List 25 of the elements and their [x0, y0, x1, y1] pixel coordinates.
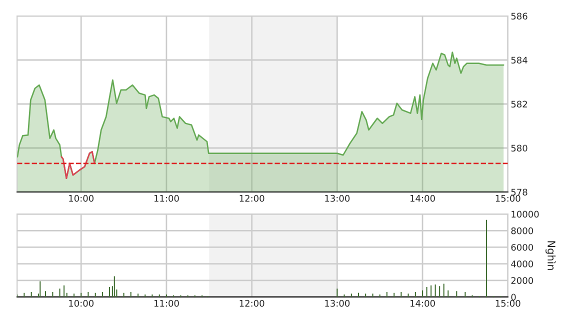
x-tick-label: 15:00 — [496, 194, 520, 202]
x-tick-label: 14:00 — [410, 300, 435, 307]
y-tick-label: 8000 — [511, 227, 534, 234]
x-tick-label: 10:00 — [69, 194, 94, 202]
x-tick-label: 11:00 — [154, 194, 179, 202]
y-tick-label: 4000 — [511, 260, 534, 268]
x-tick-label: 13:00 — [325, 300, 350, 307]
x-tick-label: 13:00 — [325, 194, 350, 202]
x-tick-label: 12:00 — [240, 194, 264, 202]
x-tick-label: 11:00 — [154, 300, 179, 307]
y-tick-label: 586 — [511, 12, 528, 20]
y-tick-label: 0 — [511, 294, 516, 301]
y-tick-label: 578 — [511, 188, 528, 196]
y-tick-label: 580 — [511, 144, 528, 152]
y-tick-label: 584 — [511, 56, 528, 64]
x-tick-label: 12:00 — [240, 300, 264, 307]
line-series — [60, 151, 96, 180]
y-tick-label: 582 — [511, 100, 527, 108]
y-axis-title: Nghìn — [546, 241, 556, 270]
x-tick-label: 14:00 — [410, 194, 435, 202]
y-tick-label: 2000 — [511, 277, 534, 284]
x-tick-label: 10:00 — [69, 300, 94, 307]
y-tick-label: 6000 — [511, 244, 534, 251]
x-tick-label: 15:00 — [496, 300, 520, 307]
y-tick-label: 10000 — [512, 210, 539, 218]
